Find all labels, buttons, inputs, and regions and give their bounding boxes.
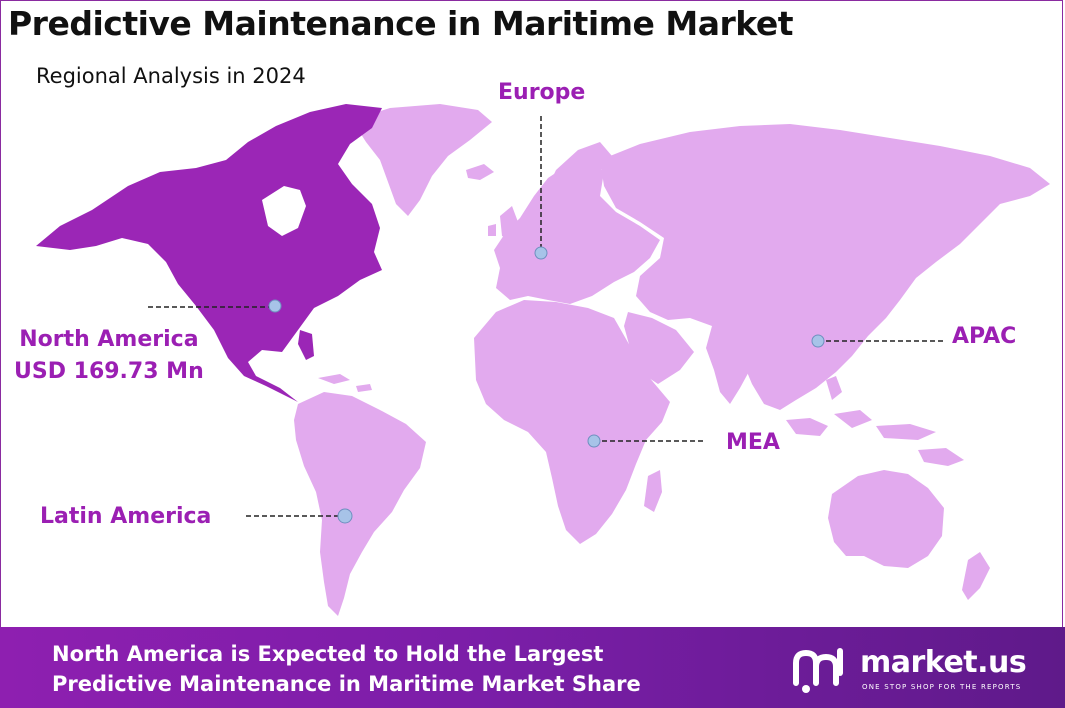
british-isles [488, 206, 518, 240]
scandinavia [540, 142, 612, 218]
region-label-mea: MEA [726, 430, 780, 455]
florida-landmass [298, 330, 314, 360]
hudson-bay [262, 186, 306, 236]
iceland [466, 164, 494, 180]
north-america-marker [268, 299, 282, 313]
greenland-landmass [352, 104, 492, 216]
footer-line-2: Predictive Maintenance in Maritime Marke… [52, 672, 641, 696]
region-label-europe: Europe [498, 80, 586, 105]
indian-subcontinent [706, 326, 756, 404]
asia-landmass [600, 124, 1050, 410]
new-guinea [918, 448, 964, 466]
southeast-asia-islands [786, 376, 936, 440]
footer-message: North America is Expected to Hold the La… [52, 639, 641, 699]
japan-islands [886, 246, 922, 300]
south-america-landmass [294, 392, 426, 616]
region-label-apac: APAC [952, 324, 1017, 349]
australia-landmass [828, 470, 944, 568]
logo-tagline: ONE STOP SHOP FOR THE REPORTS [862, 683, 1022, 691]
europe-landmass [494, 160, 660, 304]
market-us-logo-icon [793, 648, 843, 693]
caribbean-islands [318, 374, 372, 392]
region-label-north-america: North America USD 169.73 Mn [14, 324, 204, 388]
africa-landmass [474, 300, 670, 544]
latin-america-marker [337, 508, 353, 524]
market-us-logo: market.us ONE STOP SHOP FOR THE REPORTS [790, 643, 1040, 697]
apac-marker [811, 334, 825, 348]
footer-banner: North America is Expected to Hold the La… [0, 627, 1065, 708]
north-america-name: North America [19, 327, 199, 352]
page-subtitle: Regional Analysis in 2024 [36, 64, 306, 88]
north-america-landmass [36, 104, 382, 402]
footer-line-1: North America is Expected to Hold the La… [52, 642, 604, 666]
mea-marker [587, 434, 601, 448]
north-america-value: USD 169.73 Mn [14, 359, 204, 384]
madagascar [644, 470, 662, 512]
region-label-latin-america: Latin America [40, 504, 212, 529]
logo-name: market.us [860, 645, 1027, 680]
europe-marker [534, 246, 548, 260]
page-title: Predictive Maintenance in Maritime Marke… [8, 4, 794, 43]
new-zealand [962, 552, 990, 600]
